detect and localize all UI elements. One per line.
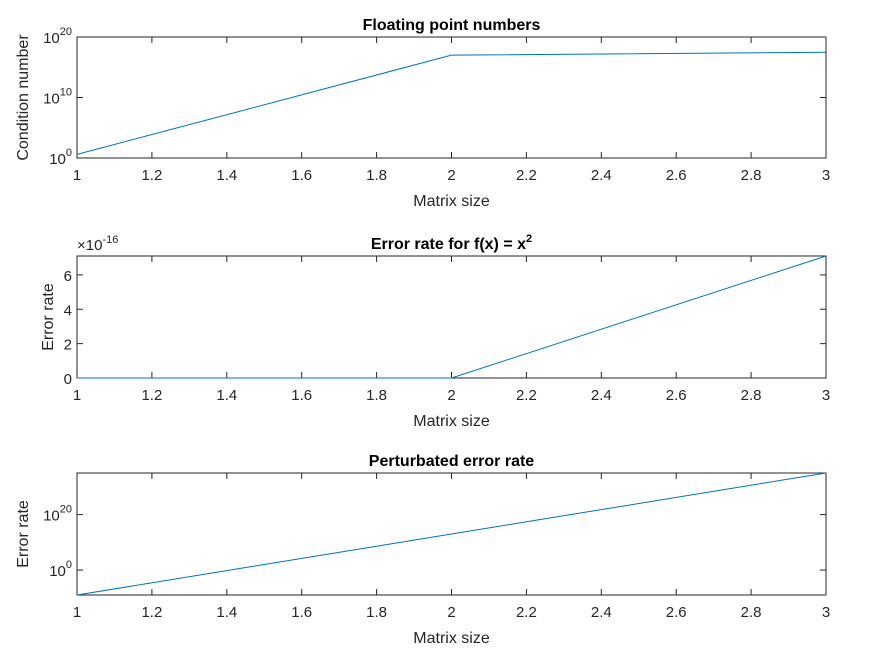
x-tick-label: 2.6 [666,167,687,184]
chart-3: 1 1.2 1.4 1.6 1.8 2 2.2 2.4 2.6 2.8 3 100 1020 Pertur… [15,453,830,647]
x-tick-label: 3 [822,387,830,404]
series-line [76,472,827,596]
x-tick-label: 1.2 [141,604,162,621]
y-axis-label: Error rate [40,283,57,351]
x-tick-label: 3 [822,167,830,184]
chart-2: 1 1.2 1.4 1.6 1.8 2 2.2 2.4 2.6 2.8 3 0 2 4 6 ×10-16 Err… [40,233,830,430]
plot-area-box [76,255,827,379]
x-tick-label: 1.6 [291,604,312,621]
x-tick-label: 2 [447,604,455,621]
chart-title: Floating point numbers [363,17,541,34]
x-tick-label: 2 [447,167,455,184]
x-tick-label: 1.4 [216,387,237,404]
y-tick-exponent: 20 [60,26,72,38]
x-tick-label: 2.8 [741,604,762,621]
x-axis-label: Matrix size [413,630,490,647]
x-tick-label: 1.2 [141,167,162,184]
x-tick-label: 1.4 [216,604,237,621]
series-line [76,51,827,155]
x-tick-label: 1.8 [366,387,387,404]
y-tick-label: 6 [64,268,72,285]
x-tick-label: 2.2 [516,167,537,184]
y-tick-exponent: 0 [66,559,72,571]
x-tick-label: 1.6 [291,387,312,404]
y-tick-label: 0 [64,371,72,388]
chart-title: Error rate for f(x) = x2 [371,233,532,253]
y-tick-label: 2 [64,337,72,354]
x-tick-label: 1 [73,604,81,621]
x-tick-label: 2.4 [591,604,612,621]
x-axis-label: Matrix size [413,193,490,210]
x-tick-label: 2.4 [591,387,612,404]
y-axis-label: Condition number [15,34,32,161]
x-axis-label: Matrix size [413,413,490,430]
y-axis-label: Error rate [15,500,32,568]
x-tick-label: 1.4 [216,167,237,184]
series-line [77,255,827,379]
y-tick-label: 1010 [43,87,72,108]
y-tick-exponent: 0 [66,147,72,159]
x-tick-label: 2.8 [741,387,762,404]
y-tick-label: 1020 [43,504,72,525]
y-tick-label: 100 [49,559,72,580]
x-tick-label: 2.6 [666,604,687,621]
y-tick-label: 100 [49,147,72,168]
y-tick-exponent: 10 [60,87,72,99]
x-tick-label: 1 [73,387,81,404]
x-tick-label: 1 [73,167,81,184]
chart-title: Perturbated error rate [369,453,534,470]
y-tick-label: 4 [64,302,72,319]
x-tick-label: 1.8 [366,604,387,621]
y-exponent-power: -16 [102,234,118,246]
x-tick-label: 1.8 [366,167,387,184]
x-tick-label: 2.2 [516,387,537,404]
x-tick-label: 3 [822,604,830,621]
x-tick-label: 2 [447,387,455,404]
x-tick-label: 2.2 [516,604,537,621]
x-tick-label: 2.6 [666,387,687,404]
x-tick-label: 2.8 [741,167,762,184]
x-tick-label: 1.2 [141,387,162,404]
chart-title-superscript: 2 [526,233,532,245]
y-tick-exponent: 20 [60,504,72,516]
x-tick-label: 2.4 [591,167,612,184]
y-tick-label: 1020 [43,26,72,47]
y-exponent-label: ×10-16 [77,234,118,254]
x-tick-label: 1.6 [291,167,312,184]
